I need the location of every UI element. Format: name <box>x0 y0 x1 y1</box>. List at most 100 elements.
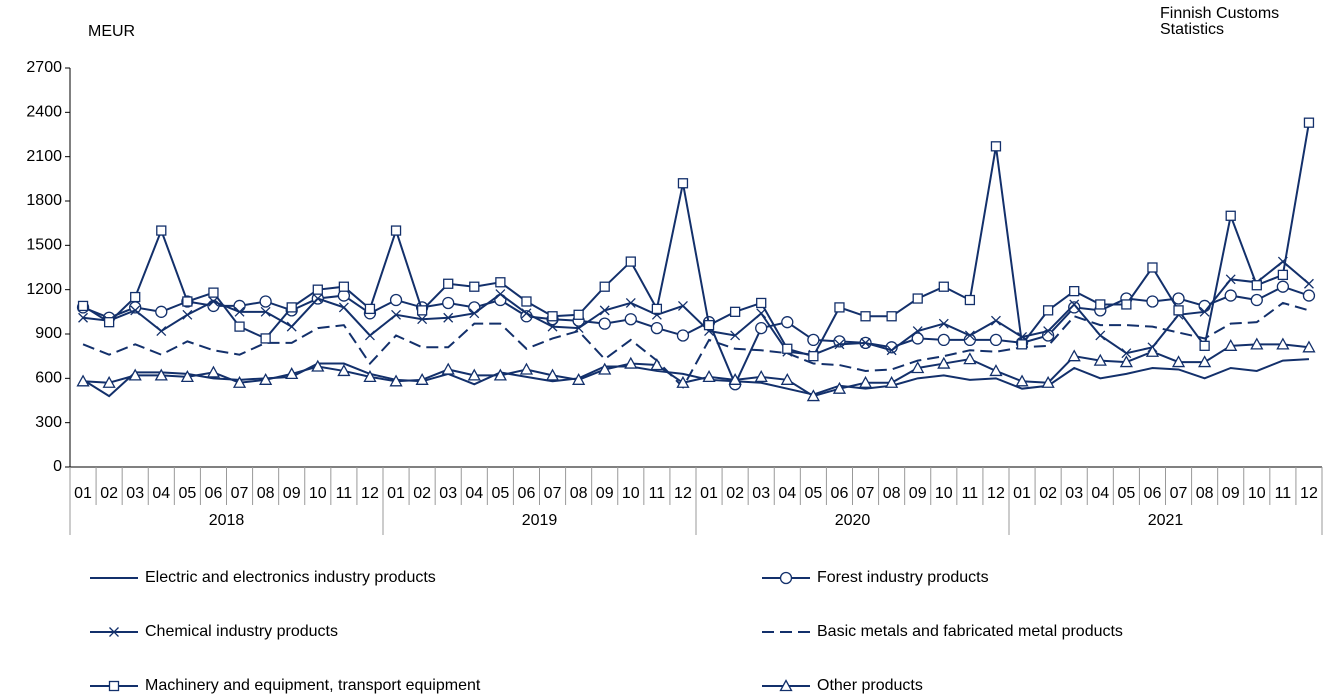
x-marker <box>109 627 119 637</box>
x-tick-label: 06 <box>205 485 223 502</box>
x-tick-label: 11 <box>1275 485 1292 502</box>
square-marker <box>1225 210 1236 221</box>
x-marker <box>156 326 167 337</box>
square-marker <box>234 321 245 332</box>
year-label: 2021 <box>1148 512 1184 529</box>
triangle-marker <box>624 356 638 369</box>
y-tick-label: 0 <box>53 458 62 475</box>
square-marker <box>938 281 949 292</box>
triangle-marker <box>285 367 299 380</box>
x-tick-label: 02 <box>100 485 118 502</box>
triangle-marker <box>728 372 742 385</box>
x-tick-label: 05 <box>178 485 196 502</box>
square-marker <box>1016 339 1028 350</box>
square-marker <box>1147 262 1158 273</box>
x-marker <box>312 293 323 304</box>
triangle-marker <box>1198 355 1212 368</box>
x-tick-label: 02 <box>413 485 431 502</box>
x-tick-label: 05 <box>491 485 509 502</box>
legend-label: Other products <box>817 677 923 694</box>
circle-marker <box>779 571 793 585</box>
x-tick-label: 09 <box>1222 485 1240 502</box>
year-label: 2019 <box>522 512 558 529</box>
square-marker <box>1042 305 1054 316</box>
triangle-marker <box>963 352 977 365</box>
circle-marker <box>1146 295 1159 308</box>
square-marker <box>782 343 793 354</box>
square-marker <box>495 277 506 288</box>
x-marker <box>625 298 636 308</box>
x-tick-label: 09 <box>909 485 927 502</box>
x-tick-label: 12 <box>987 485 1005 502</box>
circle-marker <box>1224 289 1237 302</box>
square-marker <box>912 293 923 304</box>
triangle-marker <box>779 679 793 692</box>
triangle-marker <box>180 370 194 383</box>
x-marker <box>938 318 949 329</box>
x-marker <box>860 337 871 348</box>
square-marker <box>729 306 741 317</box>
circle-marker <box>259 295 272 308</box>
triangle-marker <box>76 374 90 387</box>
square-marker <box>990 141 1002 152</box>
x-tick-label: 11 <box>649 485 666 502</box>
series-line <box>82 301 1310 389</box>
x-marker <box>234 306 245 317</box>
square-marker <box>469 281 480 292</box>
square-marker <box>1303 117 1315 128</box>
x-tick-label: 03 <box>126 485 144 502</box>
x-tick-label: 06 <box>831 485 849 502</box>
y-tick-label: 2700 <box>26 59 62 76</box>
x-marker <box>1043 326 1054 337</box>
circle-marker <box>442 296 455 310</box>
square-marker <box>703 319 715 331</box>
circle-marker <box>389 293 403 307</box>
triangle-marker <box>1093 353 1107 366</box>
series-line <box>82 260 1310 356</box>
x-marker <box>78 312 89 323</box>
square-marker <box>77 300 89 312</box>
x-tick-label: 12 <box>361 485 379 502</box>
circle-marker <box>911 332 924 345</box>
circle-marker <box>1250 293 1263 307</box>
square-marker <box>677 178 689 189</box>
triangle-marker <box>1145 344 1160 357</box>
y-tick-label: 2100 <box>26 148 62 165</box>
x-tick-label: 12 <box>1300 485 1318 502</box>
y-tick-label: 1800 <box>26 192 62 209</box>
year-label: 2020 <box>835 512 871 529</box>
square-marker <box>312 284 323 295</box>
x-tick-label: 06 <box>1144 485 1162 502</box>
y-tick-label: 1500 <box>26 237 62 254</box>
circle-marker <box>781 316 794 329</box>
triangle-marker <box>519 362 534 375</box>
triangle-marker <box>232 375 247 388</box>
y-tick-label: 600 <box>35 370 62 387</box>
square-marker <box>547 311 558 322</box>
x-tick-label: 08 <box>1196 485 1214 502</box>
x-marker <box>443 312 454 323</box>
x-marker <box>182 309 193 320</box>
x-tick-label: 01 <box>74 485 92 502</box>
circle-marker <box>989 333 1003 347</box>
y-tick-label: 900 <box>35 325 62 342</box>
y-tick-label: 300 <box>35 414 62 431</box>
triangle-marker <box>911 361 925 374</box>
x-tick-label: 10 <box>622 485 640 502</box>
square-marker <box>1199 340 1210 351</box>
source-note: Finnish Customs Statistics <box>1160 5 1280 38</box>
triangle-marker <box>989 364 1003 377</box>
x-marker <box>912 326 923 337</box>
triangle-marker <box>545 368 560 381</box>
circle-marker <box>1276 280 1290 293</box>
x-marker <box>886 345 897 356</box>
triangle-marker <box>650 358 664 371</box>
triangle-marker <box>572 372 586 385</box>
circle-marker <box>650 321 664 335</box>
square-marker <box>1251 280 1262 291</box>
x-tick-label: 11 <box>962 485 979 502</box>
x-tick-label: 02 <box>1039 485 1057 502</box>
x-tick-label: 04 <box>152 485 170 502</box>
x-marker <box>756 308 767 319</box>
